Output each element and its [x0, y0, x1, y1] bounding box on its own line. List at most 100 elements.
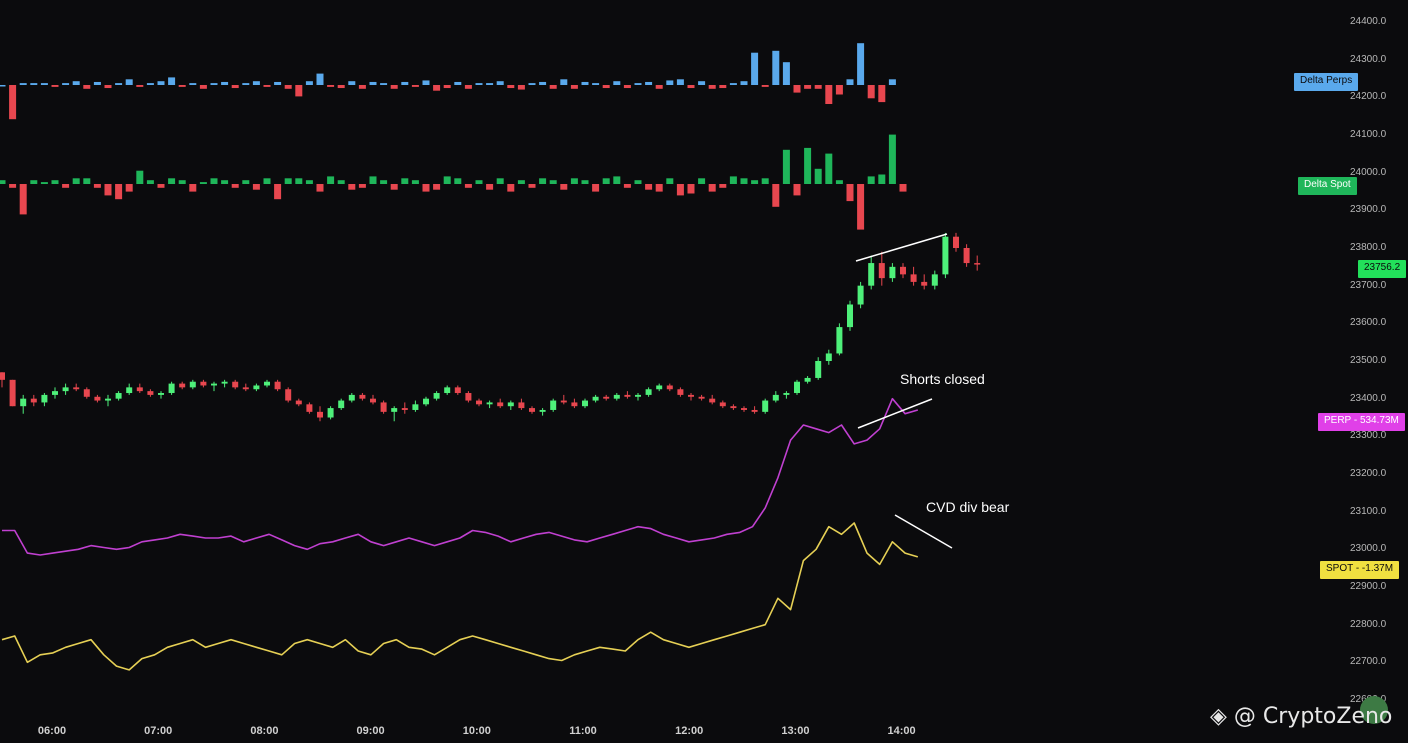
delta-perps-bar: [337, 85, 345, 89]
candle-body: [211, 383, 217, 386]
candle-body: [582, 400, 588, 407]
candle-body: [412, 404, 419, 410]
candle-body: [656, 385, 663, 390]
delta-spot-bar: [40, 182, 48, 184]
candle-body: [94, 396, 101, 401]
delta-spot-bar: [263, 178, 271, 184]
delta-perps-bar: [719, 85, 727, 89]
delta-spot-bar: [507, 184, 515, 192]
delta-perps-bar: [666, 80, 674, 85]
delta-spot-bar: [411, 180, 419, 184]
delta-perps-bar: [528, 83, 536, 85]
delta-spot-bar: [782, 149, 790, 184]
time-tick-label: 08:00: [250, 725, 279, 737]
delta-spot-bar: [592, 184, 600, 192]
candle-body: [136, 387, 143, 392]
candle-body: [200, 381, 207, 386]
delta-spot-bar: [867, 176, 875, 184]
delta-perps-bar: [221, 81, 229, 85]
candle-body: [539, 409, 546, 412]
candle-body: [444, 387, 451, 394]
delta-perps-bar: [146, 83, 154, 85]
delta-spot-bar: [814, 168, 822, 184]
price-trendline: [855, 233, 948, 262]
delta-perps-bar: [634, 83, 642, 85]
delta-perps-bar: [93, 81, 101, 85]
candle-body: [624, 394, 631, 397]
price-candles: [0, 232, 981, 422]
candle-body: [147, 391, 154, 395]
delta-spot-bar: [645, 184, 653, 190]
candle-body: [677, 389, 684, 395]
candle-body: [232, 381, 239, 388]
candle-body: [953, 236, 959, 248]
candle-body: [285, 389, 292, 401]
delta-perps-bar: [602, 85, 610, 89]
delta-spot-bar: [899, 184, 907, 192]
candle-body: [847, 304, 853, 328]
delta-spot-bar: [168, 178, 176, 184]
delta-perps-bar: [613, 81, 621, 85]
delta-spot-bar: [560, 184, 568, 190]
candle-body: [0, 372, 5, 380]
delta-spot-bar: [761, 178, 769, 184]
delta-spot-histogram: [0, 134, 907, 230]
candle-body: [560, 400, 567, 403]
delta-spot-bar: [729, 176, 737, 184]
candle-body: [709, 398, 716, 403]
delta-spot-bar: [0, 180, 6, 184]
delta-perps-bar: [348, 81, 356, 85]
delta-spot-bar: [51, 180, 59, 184]
time-tick-label: 07:00: [144, 725, 173, 737]
delta-spot-bar: [295, 178, 303, 184]
candle-body: [857, 285, 864, 305]
delta-perps-bar: [316, 73, 324, 85]
time-tick-label: 11:00: [569, 725, 597, 737]
delta-perps-bar: [835, 85, 843, 95]
delta-spot-bar: [846, 184, 854, 202]
delta-perps-bar: [645, 81, 653, 85]
annotation-cvd-div-bear: CVD div bear: [926, 499, 1010, 515]
candle-body: [433, 393, 440, 399]
price-tick-label: 22800.0: [1350, 618, 1387, 630]
candle-body: [73, 387, 80, 390]
delta-perps-bar: [19, 83, 27, 85]
delta-perps-bar: [380, 83, 388, 85]
time-tick-label: 06:00: [37, 725, 67, 737]
delta-spot-bar: [613, 176, 621, 184]
delta-spot-bar: [454, 178, 462, 184]
candle-body: [550, 400, 557, 410]
delta-spot-bar: [115, 184, 123, 200]
price-tick-label: 23000.0: [1350, 543, 1387, 555]
price-tick-label: 24000.0: [1350, 166, 1387, 178]
delta-spot-bar: [327, 176, 335, 184]
candle-body: [772, 394, 779, 401]
delta-perps-bar: [623, 85, 631, 89]
delta-perps-bar: [475, 83, 483, 85]
candle-body: [635, 394, 641, 397]
candle-body: [497, 402, 504, 407]
delta-perps-bar: [305, 81, 313, 85]
trendlines: [855, 233, 953, 549]
candle-body: [688, 394, 694, 397]
delta-perps-bar: [507, 85, 515, 89]
delta-spot-bar: [422, 184, 430, 192]
delta-spot-bar: [433, 184, 441, 190]
delta-perps-bar: [496, 81, 504, 85]
candle-body: [698, 396, 705, 399]
delta-spot-bar: [221, 180, 229, 184]
delta-perps-bar: [825, 85, 833, 104]
delta-perps-bar: [0, 85, 6, 87]
delta-spot-bar: [602, 178, 610, 184]
price-tick-label: 23600.0: [1350, 317, 1387, 329]
delta-spot-bar: [337, 180, 345, 184]
delta-perps-bar: [295, 85, 303, 97]
candle-body: [41, 394, 48, 403]
price-tick-label: 23800.0: [1350, 242, 1387, 253]
delta-perps-bar: [751, 52, 759, 85]
candle-body: [391, 408, 398, 412]
delta-perps-bar: [189, 83, 197, 85]
delta-perps-bar: [549, 85, 557, 89]
